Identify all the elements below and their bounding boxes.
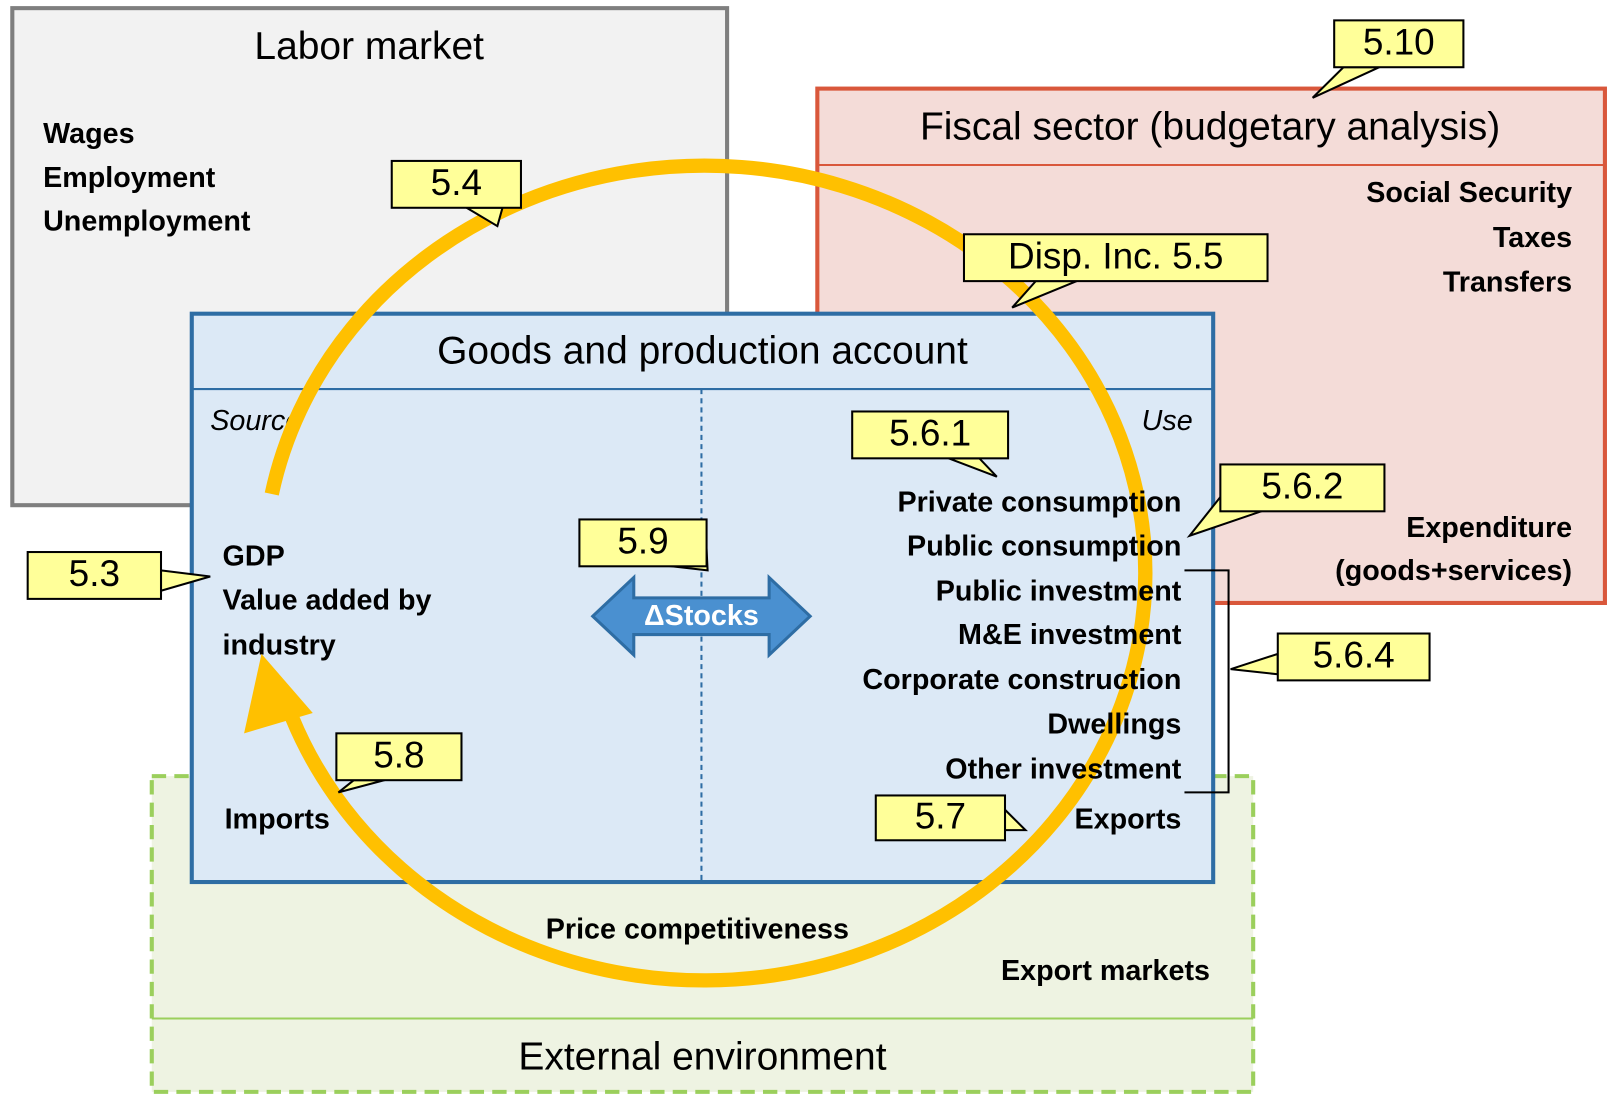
labor-item: Employment <box>43 162 216 194</box>
use-item: Dwellings <box>1047 709 1181 741</box>
arrow-head <box>244 653 313 734</box>
callout-label: 5.6.4 <box>1313 635 1395 676</box>
callout-box <box>1333 19 1465 69</box>
fiscal-title: Fiscal sector (budgetary analysis) <box>920 106 1500 149</box>
callout-box <box>874 794 1007 842</box>
labor-item: Unemployment <box>43 206 251 238</box>
callout-box <box>1276 632 1431 682</box>
labor-item: Wages <box>43 118 134 150</box>
external-text: Export markets <box>1001 955 1210 987</box>
use-item: Public investment <box>936 575 1182 607</box>
use-item: Public consumption <box>907 531 1181 563</box>
callout-tail <box>1230 652 1279 676</box>
callout-label: 5.4 <box>431 162 482 203</box>
callout-label: Disp. Inc. 5.5 <box>1008 236 1223 277</box>
exports: Exports <box>1074 804 1181 836</box>
source-item: GDP <box>223 541 285 573</box>
stocks-label: ΔStocks <box>644 600 759 632</box>
callout-label: 5.6.2 <box>1261 466 1343 507</box>
callout-box <box>851 410 1010 460</box>
fiscal-expenditure: Expenditure <box>1406 512 1572 544</box>
callout-box <box>335 732 463 782</box>
use-item: M&E investment <box>958 619 1182 651</box>
callout-label: 5.10 <box>1363 22 1435 63</box>
fiscal-item: Transfers <box>1443 267 1572 299</box>
stocks-arrow <box>590 573 813 659</box>
labor-title: Labor market <box>254 25 484 68</box>
callout-box <box>962 233 1269 283</box>
use-item: Private consumption <box>897 487 1181 519</box>
fiscal-expenditure: (goods+services) <box>1335 555 1572 587</box>
use-label: Use <box>1142 405 1193 437</box>
external-text: Price competitiveness <box>546 914 849 946</box>
callout-box <box>578 518 708 568</box>
fiscal-item: Taxes <box>1493 222 1572 254</box>
goods-title: Goods and production account <box>437 330 968 373</box>
callout-box <box>1219 463 1386 513</box>
fiscal-item: Social Security <box>1366 177 1572 209</box>
use-item: Corporate construction <box>862 664 1181 696</box>
callout-label: 5.9 <box>617 521 668 562</box>
callout-label: 5.3 <box>69 553 120 594</box>
source-item: Value added by <box>223 585 432 617</box>
external-title: External environment <box>518 1036 886 1079</box>
source-item: industry <box>223 629 336 661</box>
use-item: Other investment <box>945 754 1182 786</box>
callout-box <box>26 551 163 600</box>
callout-box <box>390 159 522 209</box>
callout-label: 5.6.1 <box>889 413 971 454</box>
callout-label: 5.7 <box>915 796 966 837</box>
imports: Imports <box>225 804 330 836</box>
bracket <box>1184 569 1230 794</box>
callout-label: 5.8 <box>373 735 424 776</box>
